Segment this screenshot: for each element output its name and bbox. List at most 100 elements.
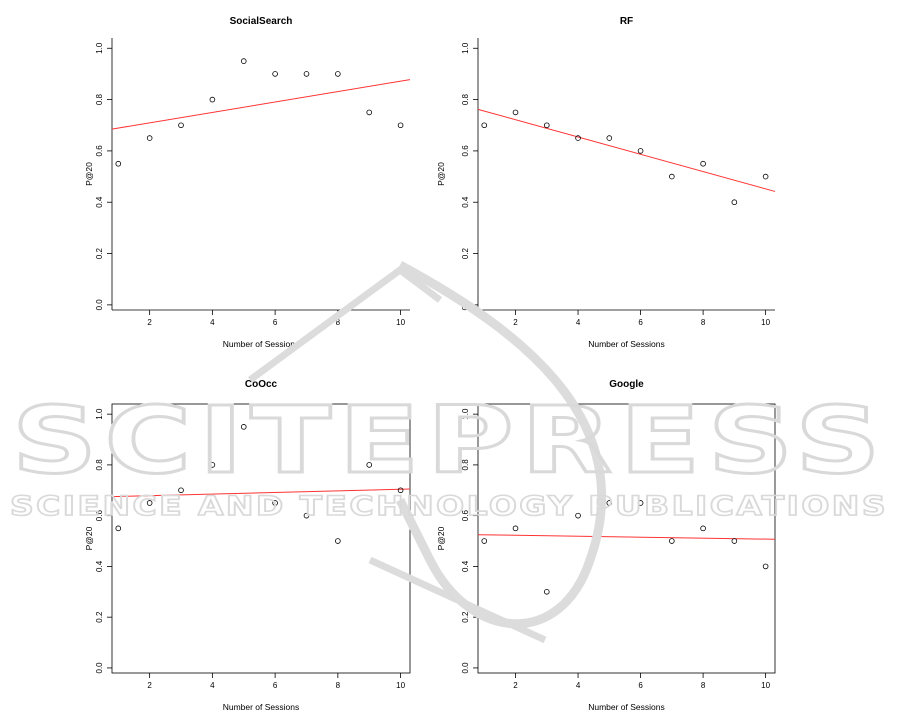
- data-point: [669, 173, 675, 180]
- y-tick-label: 0.0: [461, 662, 470, 674]
- x-tick-label: 2: [513, 318, 518, 327]
- y-axis-label: P@20: [436, 162, 446, 186]
- y-axis-label: P@20: [84, 162, 94, 186]
- x-tick-label: 10: [761, 681, 770, 690]
- data-point: [637, 500, 644, 506]
- data-point: [272, 500, 278, 506]
- data-point: [146, 500, 153, 506]
- data-point: [115, 160, 122, 167]
- data-point: [700, 525, 706, 532]
- trend-line: [477, 108, 776, 192]
- data-point: [303, 512, 310, 519]
- data-point: [272, 71, 278, 77]
- trend-line: [111, 488, 411, 498]
- chart-title: SocialSearch: [230, 16, 293, 27]
- x-tick-label: 10: [761, 318, 770, 327]
- data-point: [146, 135, 153, 141]
- data-point: [178, 122, 184, 129]
- x-tick-label: 8: [701, 681, 706, 690]
- y-tick-label: 0.6: [461, 510, 470, 522]
- data-point: [637, 148, 644, 154]
- y-tick-label: 0.4: [95, 196, 104, 208]
- data-point: [209, 96, 216, 103]
- y-tick-label: 0.8: [95, 459, 104, 471]
- y-tick-label: 1.0: [95, 42, 104, 54]
- y-tick-label: 0.8: [95, 93, 104, 105]
- x-axis-label: Number of Sessions: [223, 339, 300, 349]
- data-point: [397, 122, 404, 129]
- data-point: [481, 122, 488, 129]
- x-tick-label: 6: [638, 681, 643, 690]
- y-tick-label: 0.0: [95, 299, 104, 311]
- x-tick-label: 4: [210, 681, 215, 690]
- y-tick-label: 0.4: [461, 560, 470, 572]
- data-point: [731, 199, 738, 206]
- x-tick-label: 10: [396, 318, 405, 327]
- data-point: [606, 500, 613, 506]
- x-tick-label: 4: [210, 318, 215, 327]
- data-point: [481, 538, 488, 544]
- y-tick-label: 0.8: [461, 459, 470, 471]
- data-point: [366, 109, 373, 116]
- y-tick-label: 0.6: [95, 145, 104, 157]
- data-point: [240, 58, 247, 64]
- data-point: [397, 487, 404, 494]
- data-point: [512, 109, 519, 116]
- chart-title: Google: [609, 379, 644, 390]
- x-axis-label: Number of Sessions: [223, 702, 300, 712]
- y-tick-label: 0.2: [95, 247, 104, 259]
- y-tick-label: 1.0: [461, 42, 470, 54]
- y-tick-label: 0.4: [95, 560, 104, 572]
- data-point: [512, 525, 519, 532]
- data-point: [543, 588, 550, 595]
- y-tick-label: 0.6: [95, 510, 104, 522]
- x-tick-label: 6: [638, 318, 643, 327]
- y-tick-label: 0.2: [461, 611, 470, 623]
- data-point: [335, 538, 341, 544]
- y-tick-label: 0.0: [95, 662, 104, 674]
- chart-panel-3: CoOcc 2 4 6 8 10 0.0 0.2 0.4 0.6 0.8 1.0 Number of S…: [84, 379, 411, 712]
- y-tick-label: 0.6: [461, 145, 470, 157]
- x-tick-label: 4: [576, 681, 581, 690]
- data-point: [303, 71, 310, 77]
- y-axis-label: P@20: [84, 526, 94, 550]
- data-point: [575, 135, 581, 141]
- chart-panel-4: Google 2 4 6 8 10 0.0 0.2 0.4 0.6 0.8 1.0 Number of …: [436, 379, 776, 712]
- trend-line: [477, 534, 776, 540]
- y-tick-label: 0.4: [461, 196, 470, 208]
- x-axis-label: Number of Sessions: [588, 339, 665, 349]
- data-point: [669, 538, 675, 544]
- trend-line: [111, 79, 411, 130]
- data-point: [731, 538, 738, 544]
- data-point: [209, 462, 216, 468]
- x-tick-label: 2: [513, 681, 518, 690]
- y-tick-label: 0.2: [95, 611, 104, 623]
- data-point: [762, 173, 769, 180]
- data-point: [115, 525, 122, 532]
- data-point: [543, 122, 550, 129]
- x-tick-label: 6: [273, 681, 278, 690]
- chart-panel-1: SocialSearch 2 4 6 8 10 0.0 0.2 0.4 0.6 0.8 1.0 Numb…: [84, 16, 411, 349]
- data-point: [335, 71, 341, 77]
- y-axis-label: P@20: [436, 526, 446, 550]
- chart-title: CoOcc: [245, 379, 278, 390]
- chart-title: RF: [620, 16, 633, 27]
- data-point: [178, 487, 184, 494]
- x-tick-label: 2: [147, 681, 152, 690]
- y-tick-label: 0.8: [461, 93, 470, 105]
- data-point: [700, 160, 706, 167]
- y-tick-label: 0.2: [461, 247, 470, 259]
- x-tick-label: 8: [701, 318, 706, 327]
- x-tick-label: 4: [576, 318, 581, 327]
- data-point: [366, 462, 373, 468]
- data-point: [606, 135, 613, 141]
- y-tick-label: 0.0: [461, 299, 470, 311]
- plot-box: [111, 403, 411, 674]
- x-tick-label: 8: [336, 318, 341, 327]
- chart-panel-2: RF 2 4 6 8 10 0.0 0.2 0.4 0.6 0.8 1.0 Number of Sess…: [436, 16, 776, 349]
- data-point: [575, 512, 581, 519]
- data-point: [240, 424, 247, 430]
- data-point: [762, 563, 769, 570]
- y-tick-label: 1.0: [461, 408, 470, 420]
